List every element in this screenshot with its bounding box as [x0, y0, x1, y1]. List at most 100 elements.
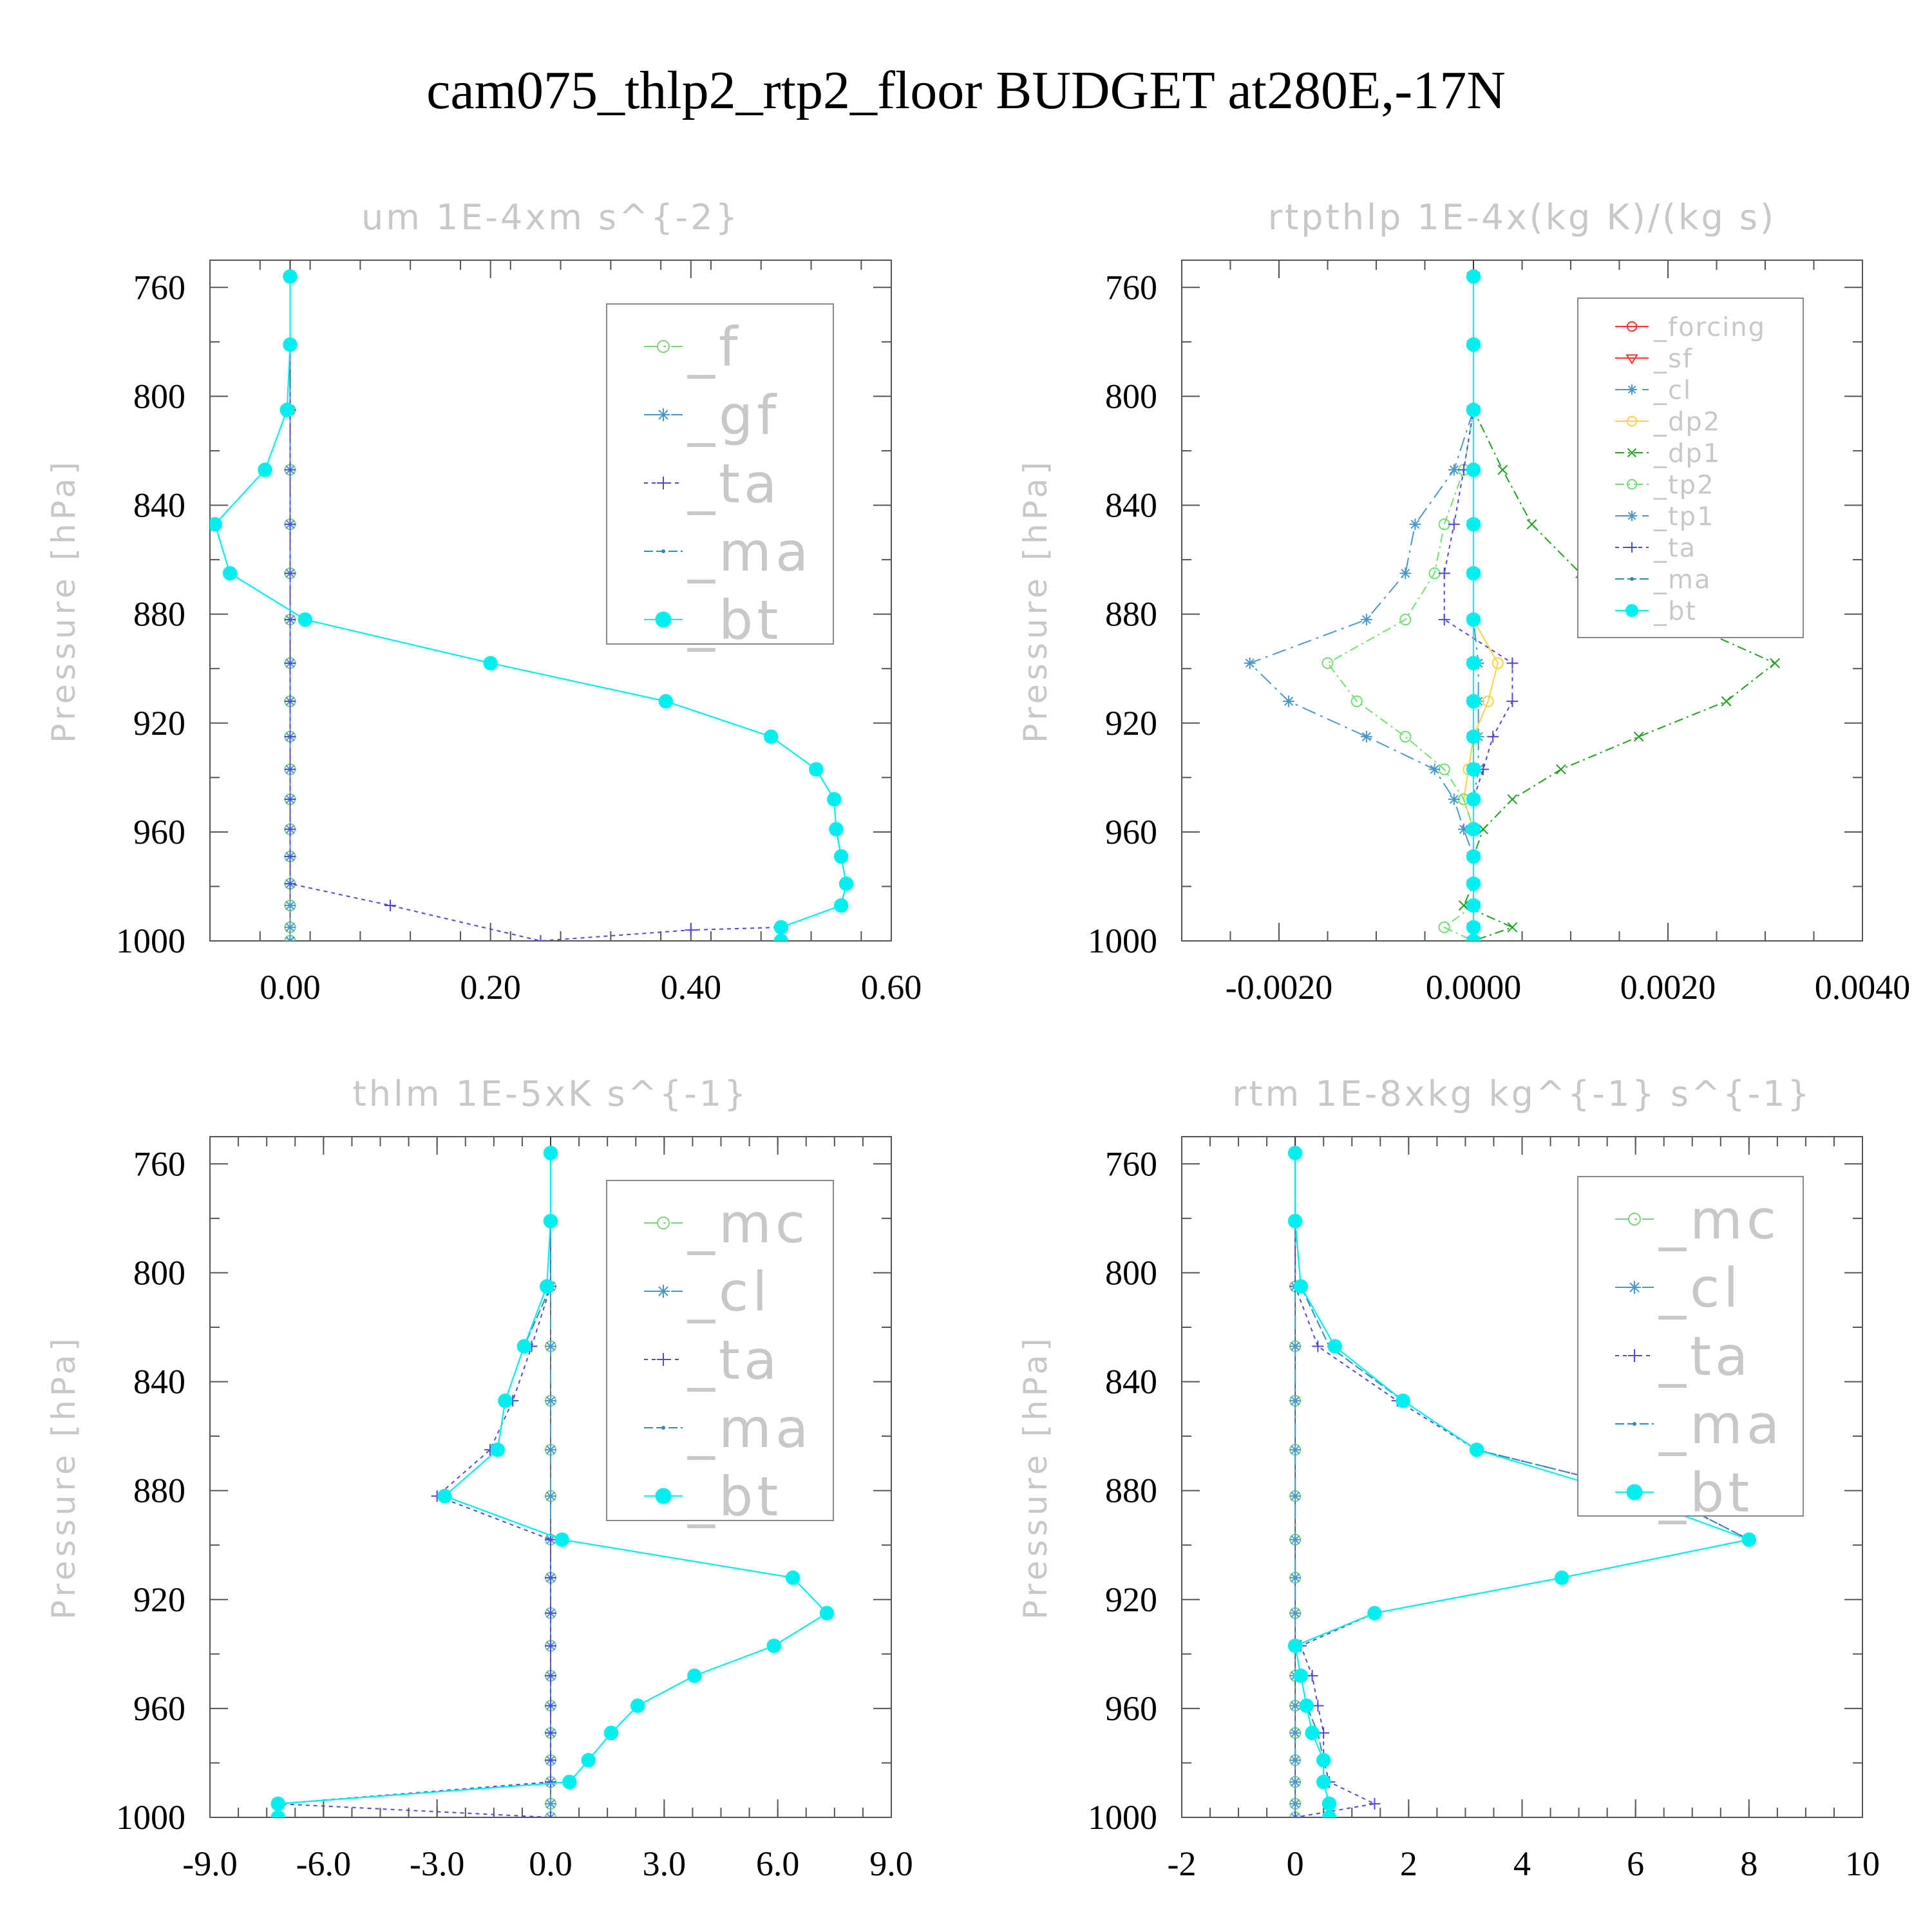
legend-label: _bt — [687, 589, 782, 652]
legend-label: _tp2 — [1653, 470, 1715, 500]
data-point — [685, 924, 697, 936]
legend-marker — [1625, 354, 1638, 365]
legend-marker — [657, 477, 670, 489]
x-tick-label: 0.0020 — [1620, 968, 1716, 1007]
data-point — [1428, 763, 1441, 775]
data-point — [1554, 1570, 1569, 1586]
x-tick-label: 3.0 — [643, 1844, 687, 1883]
x-tick-label: 0 — [1287, 1844, 1304, 1883]
x-tick-label: 0.0 — [529, 1844, 573, 1883]
y-tick-label: 880 — [133, 1472, 185, 1510]
data-point — [384, 900, 397, 912]
data-point — [543, 1146, 558, 1160]
series-line — [278, 1153, 551, 1817]
data-point — [545, 1490, 556, 1502]
data-point — [284, 793, 296, 806]
data-point — [1466, 933, 1481, 941]
data-point — [222, 565, 238, 581]
data-point — [766, 1638, 782, 1653]
data-point — [545, 1640, 556, 1652]
data-point — [490, 1442, 505, 1457]
data-point — [1466, 849, 1481, 864]
data-point — [581, 1752, 596, 1768]
data-point — [1399, 567, 1412, 580]
data-point — [1466, 656, 1481, 670]
legend-marker — [1626, 321, 1638, 332]
data-point — [545, 1670, 556, 1682]
legend: _forcing_sf_cl_dp2_dp1_tp2_tp1_ta_ma_bt — [1577, 298, 1804, 638]
legend-label: _forcing — [1653, 312, 1766, 342]
legend: _mc_cl_ta_ma_bt — [1577, 1176, 1804, 1524]
series-line — [1248, 276, 1474, 941]
data-point — [283, 269, 298, 284]
x-tick-label: 0.0000 — [1426, 968, 1522, 1007]
data-point — [298, 612, 313, 627]
y-tick-label: 840 — [1105, 486, 1157, 525]
y-tick-label: 1000 — [116, 922, 185, 960]
legend: _f_gf_ta_ma_bt — [606, 303, 834, 652]
legend-label: _cl — [1658, 1256, 1743, 1320]
data-point — [1507, 794, 1518, 805]
data-point — [1438, 921, 1450, 933]
x-tick-label: 4 — [1513, 1844, 1531, 1883]
legend-label: _ta — [1658, 1325, 1752, 1388]
legend-marker — [1630, 577, 1634, 581]
data-point — [827, 791, 842, 807]
series-bt — [1466, 269, 1481, 941]
y-tick-label: 920 — [1105, 704, 1157, 743]
data-point — [1466, 920, 1481, 935]
legend-marker — [657, 1285, 670, 1298]
x-tick-label: -9.0 — [182, 1844, 237, 1883]
data-point — [1283, 695, 1295, 707]
data-point — [1289, 1812, 1302, 1817]
y-tick-label: 840 — [1105, 1363, 1157, 1401]
data-point — [1457, 823, 1470, 835]
x-tick-label: 10 — [1845, 1844, 1880, 1883]
x-tick-label: 6 — [1627, 1844, 1644, 1883]
legend-marker — [657, 340, 670, 353]
x-tick-label: 2 — [1400, 1844, 1417, 1883]
series-dp2 — [1457, 270, 1504, 941]
legend-box — [1577, 1176, 1804, 1517]
data-point — [1466, 516, 1481, 532]
data-point — [1289, 1444, 1302, 1456]
legend-marker — [1626, 1484, 1643, 1501]
y-tick-label: 880 — [1105, 595, 1157, 634]
y-tick-label: 800 — [133, 1253, 185, 1292]
data-point — [1399, 730, 1412, 743]
data-point — [545, 1754, 556, 1766]
data-point — [545, 1607, 556, 1619]
x-tick-label: 0.00 — [260, 968, 321, 1007]
data-point — [284, 518, 296, 531]
legend-marker — [655, 1488, 672, 1504]
data-point — [1289, 1490, 1302, 1502]
data-point — [284, 464, 296, 476]
y-tick-label: 920 — [133, 704, 185, 743]
data-point — [535, 935, 547, 941]
data-point — [545, 1571, 556, 1584]
data-point — [539, 1279, 554, 1294]
data-point — [270, 1796, 286, 1812]
x-tick-label: 8 — [1740, 1844, 1757, 1883]
data-point — [1469, 1442, 1484, 1457]
data-point — [258, 462, 272, 477]
legend: _mc_cl_ta_ma_bt — [606, 1180, 834, 1528]
y-tick-label: 960 — [133, 813, 185, 851]
legend-marker — [1628, 1349, 1641, 1362]
data-point — [1321, 1796, 1337, 1812]
x-tick-label: 6.0 — [756, 1844, 800, 1883]
y-axis-label: Pressure [hPa] — [1017, 458, 1054, 743]
x-tick-label: -0.0020 — [1226, 968, 1332, 1007]
data-point — [1289, 1395, 1302, 1407]
y-tick-label: 1000 — [1088, 1798, 1157, 1837]
data-point — [1482, 695, 1494, 708]
panel-title: thlm 1E-5xK s^{-1} — [353, 1074, 749, 1114]
data-point — [284, 921, 296, 933]
data-point — [284, 850, 296, 862]
data-point — [1448, 793, 1460, 806]
x-tick-label: 0.60 — [861, 968, 922, 1007]
data-point — [603, 1725, 619, 1741]
data-point — [838, 876, 854, 891]
data-point — [1368, 1797, 1381, 1810]
chart-panel-2: rtpthlp 1E-4x(kg K)/(kg s) Pressure [hPa]… — [1017, 197, 1910, 1007]
